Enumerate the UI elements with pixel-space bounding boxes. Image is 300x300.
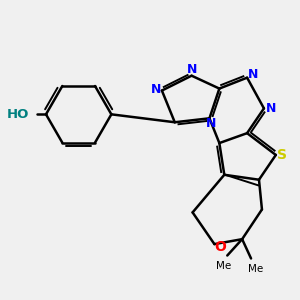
Text: N: N — [266, 102, 277, 115]
Text: N: N — [186, 63, 197, 76]
Text: Me: Me — [248, 264, 263, 274]
Text: Me: Me — [216, 261, 231, 271]
Text: HO: HO — [7, 108, 30, 121]
Text: N: N — [248, 68, 258, 81]
Text: N: N — [206, 117, 216, 130]
Text: N: N — [152, 82, 162, 96]
Text: O: O — [214, 240, 226, 254]
Text: S: S — [278, 148, 287, 162]
